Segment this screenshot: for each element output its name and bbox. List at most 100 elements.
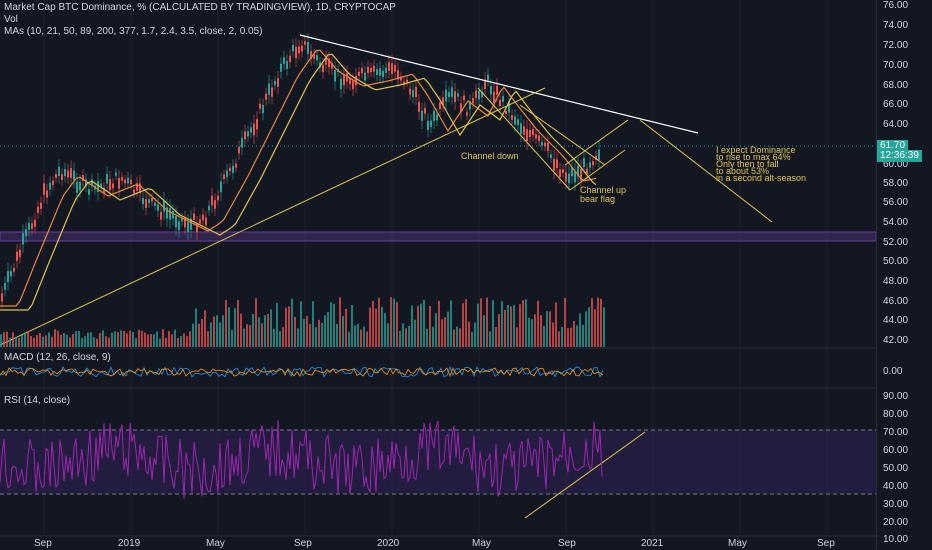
channel-up-line xyxy=(564,119,629,166)
countdown-tag: 12:36:39 xyxy=(877,150,922,162)
volume-bar xyxy=(60,334,62,347)
volume-bar xyxy=(372,300,374,347)
annotation-channel-down: Channel down xyxy=(461,151,519,161)
price-candle xyxy=(154,202,156,206)
vol-indicator-label: Vol xyxy=(4,14,18,25)
rsi-line xyxy=(0,420,603,499)
price-candle xyxy=(379,68,381,76)
price-candle xyxy=(202,214,204,221)
volume-bar xyxy=(222,315,224,347)
volume-bar xyxy=(582,324,584,347)
volume-bar xyxy=(99,333,101,347)
volume-bar xyxy=(27,331,29,347)
price-candle xyxy=(238,146,240,154)
price-candle xyxy=(73,170,75,181)
rsi-tick: 50.00 xyxy=(883,463,909,474)
volume-bar xyxy=(549,311,551,347)
volume-bar xyxy=(153,334,155,347)
volume-bar xyxy=(342,315,344,347)
price-candle xyxy=(244,131,246,140)
volume-bar xyxy=(366,331,368,347)
price-candle xyxy=(106,174,108,184)
price-candle xyxy=(586,168,588,175)
price-candle xyxy=(523,126,525,135)
volume-bar xyxy=(510,306,512,347)
volume-bar xyxy=(81,338,83,347)
volume-bar xyxy=(531,319,533,347)
price-candle xyxy=(175,215,177,228)
volume-bar xyxy=(285,307,287,347)
price-candle xyxy=(367,66,369,73)
price-candle xyxy=(361,67,363,74)
volume-bar xyxy=(543,326,545,347)
descending-trendline xyxy=(299,34,699,134)
volume-bar xyxy=(327,311,329,347)
price-candle xyxy=(184,218,186,228)
price-candle xyxy=(187,221,189,233)
volume-bar xyxy=(303,318,305,347)
price-candle xyxy=(571,167,573,177)
price-candle xyxy=(598,149,600,160)
price-candle xyxy=(502,96,504,102)
price-candle xyxy=(13,267,15,272)
volume-bar xyxy=(282,327,284,347)
volume-bar xyxy=(411,305,413,347)
annotation-note-line-2: to rise to max 64% xyxy=(716,152,791,162)
price-candle xyxy=(232,165,234,173)
rsi-band xyxy=(0,430,876,494)
volume-bar xyxy=(546,311,548,347)
price-candle xyxy=(421,110,423,121)
volume-bar xyxy=(354,325,356,347)
macd-tick: 0.00 xyxy=(883,366,903,377)
price-candle xyxy=(394,64,396,72)
price-candle xyxy=(76,181,78,193)
volume-bar xyxy=(111,332,113,347)
volume-bar xyxy=(162,329,164,347)
volume-bar xyxy=(267,313,269,347)
price-candle xyxy=(583,158,585,168)
price-candle xyxy=(190,218,192,230)
price-candle xyxy=(484,79,486,89)
volume-bar xyxy=(573,321,575,347)
price-candle xyxy=(151,197,153,202)
volume-bar xyxy=(288,306,290,347)
rsi-tick: 40.00 xyxy=(883,481,909,492)
time-tick: Sep xyxy=(817,538,835,549)
price-candle xyxy=(448,91,450,98)
price-candle xyxy=(142,198,144,205)
price-candle xyxy=(223,174,225,180)
price-candle xyxy=(460,103,462,113)
price-tick: 46.00 xyxy=(883,296,909,307)
volume-bar xyxy=(291,298,293,347)
price-candle xyxy=(469,101,471,110)
price-candle xyxy=(364,72,366,81)
price-tick: 68.00 xyxy=(883,80,909,91)
volume-bar xyxy=(63,333,65,347)
volume-bar xyxy=(33,337,35,347)
volume-bar xyxy=(207,331,209,347)
volume-bar xyxy=(420,303,422,347)
price-candle xyxy=(37,206,39,213)
volume-bar xyxy=(480,298,482,347)
volume-bar xyxy=(219,322,221,347)
price-candle xyxy=(541,141,543,146)
volume-bar xyxy=(381,306,383,347)
price-candle xyxy=(301,45,303,52)
time-tick: May xyxy=(206,538,225,549)
chart-canvas[interactable] xyxy=(0,0,876,550)
price-candle xyxy=(34,219,36,227)
price-candle xyxy=(562,169,564,173)
volume-bar xyxy=(558,331,560,347)
price-axis[interactable]: 76.00 74.00 72.00 70.00 68.00 66.00 64.0… xyxy=(876,0,932,550)
volume-bar xyxy=(525,299,527,347)
rsi-tick: 10.00 xyxy=(883,534,909,545)
price-candle xyxy=(451,87,453,97)
price-candle xyxy=(208,205,210,211)
channel-down-line xyxy=(519,104,606,166)
price-candle xyxy=(43,183,45,195)
price-candle xyxy=(370,67,372,73)
price-candle xyxy=(115,172,117,176)
price-candle xyxy=(487,74,489,81)
price-candle xyxy=(196,223,198,233)
price-candle xyxy=(16,251,18,261)
